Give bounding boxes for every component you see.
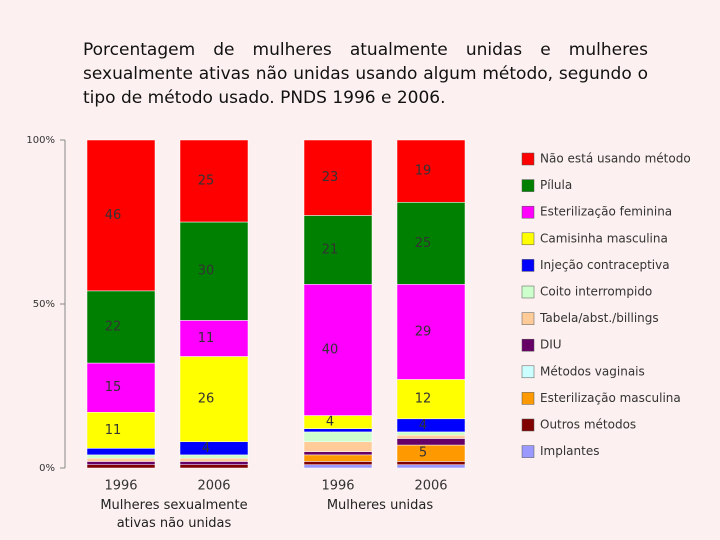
legend-label: Esterilização feminina (540, 205, 672, 219)
y-tick-label: 50% (33, 299, 55, 310)
legend-swatch (521, 418, 535, 432)
bar-segment (396, 431, 466, 436)
legend-label: Esterilização masculina (540, 391, 681, 405)
data-label: 30 (198, 264, 215, 279)
chart-title: Porcentagem de mulheres atualmente unida… (83, 40, 648, 108)
bar-segment (303, 441, 373, 452)
legend-label: Injeção contraceptiva (540, 258, 670, 272)
bar-segment (86, 454, 156, 459)
legend-swatch (521, 365, 535, 379)
data-label: 12 (415, 392, 432, 407)
group-label: Mulheres unidas (326, 498, 434, 513)
bar-segment (303, 451, 373, 456)
bar-segment (179, 356, 249, 443)
bar-segment (303, 464, 373, 469)
bar-segment (179, 464, 249, 469)
bar-segment (86, 290, 156, 364)
bar-segment (396, 202, 466, 285)
legend-swatch (521, 445, 535, 458)
bar-segment (396, 379, 466, 420)
legend-swatch (521, 179, 535, 192)
legend-label: Camisinha masculina (540, 231, 668, 245)
bar-segment (303, 215, 373, 285)
data-label: 11 (198, 331, 215, 346)
data-label: 21 (322, 242, 339, 257)
bar-segment (396, 461, 466, 465)
bar-segment (396, 434, 466, 439)
bar-segment (303, 415, 373, 429)
legend-swatch (521, 312, 535, 325)
bar-segment (396, 464, 466, 469)
data-label: 29 (415, 324, 432, 339)
legend-label: Coito interrompido (540, 285, 652, 299)
legend-label: Métodos vaginais (540, 364, 645, 378)
bar-segment (86, 461, 156, 465)
group-label: Mulheres sexualmente ativas não unidas (100, 498, 248, 531)
bar-segment (303, 454, 373, 462)
legend-label: Pílula (540, 178, 572, 192)
x-tick-label: 2006 (414, 479, 447, 494)
y-tick-label: 100% (26, 135, 55, 146)
bar-segment (86, 457, 156, 462)
bar-segment (86, 362, 156, 413)
bar-segment (86, 411, 156, 449)
data-label: 4 (202, 441, 210, 456)
data-label: 15 (105, 380, 122, 395)
legend-swatch (521, 232, 535, 246)
data-label: 46 (105, 208, 122, 223)
bar-segment (303, 461, 373, 465)
data-label: 25 (198, 174, 215, 189)
data-label: 4 (326, 415, 334, 430)
bar-segment (179, 139, 249, 223)
data-label: 11 (105, 423, 122, 438)
data-label: 4 (419, 418, 427, 433)
bar-segment (303, 431, 373, 443)
data-label: 19 (415, 164, 432, 179)
legend-swatch (521, 392, 535, 405)
bar-segment (396, 444, 466, 462)
data-label: 25 (415, 236, 432, 251)
bar-segment (396, 418, 466, 433)
legend-swatch (521, 338, 535, 352)
bar-segment (179, 457, 249, 462)
bar-segment (179, 320, 249, 357)
bar-segment (396, 139, 466, 203)
bar-segment (86, 139, 156, 292)
legend-label: Implantes (540, 444, 599, 458)
legend-swatch (521, 259, 535, 272)
bar-segment (396, 284, 466, 380)
y-tick-label: 0% (39, 463, 55, 474)
data-label: 5 (419, 446, 427, 461)
legend-label: Tabela/abst./billings (539, 311, 659, 325)
data-label: 40 (322, 342, 339, 357)
legend-swatch (521, 285, 535, 299)
bar-segment (303, 284, 373, 416)
bar-segment (303, 139, 373, 216)
x-tick-label: 1996 (321, 479, 354, 494)
bar-segment (86, 448, 156, 456)
bar-segment (179, 441, 249, 456)
bar-segment (396, 438, 466, 446)
legend-label: DIU (540, 338, 562, 352)
bar-segment (179, 454, 249, 459)
data-label: 22 (105, 319, 122, 334)
bar-segment (179, 461, 249, 465)
legend-swatch (521, 205, 535, 219)
bar-segment (303, 428, 373, 433)
legend-label: Não está usando método (540, 152, 691, 166)
x-tick-label: 2006 (197, 479, 230, 494)
legend-label: Outros métodos (540, 418, 636, 432)
bar-segment (86, 464, 156, 469)
data-label: 23 (322, 170, 339, 185)
legend-swatch (521, 152, 535, 166)
data-label: 26 (198, 392, 215, 407)
x-tick-label: 1996 (104, 479, 137, 494)
